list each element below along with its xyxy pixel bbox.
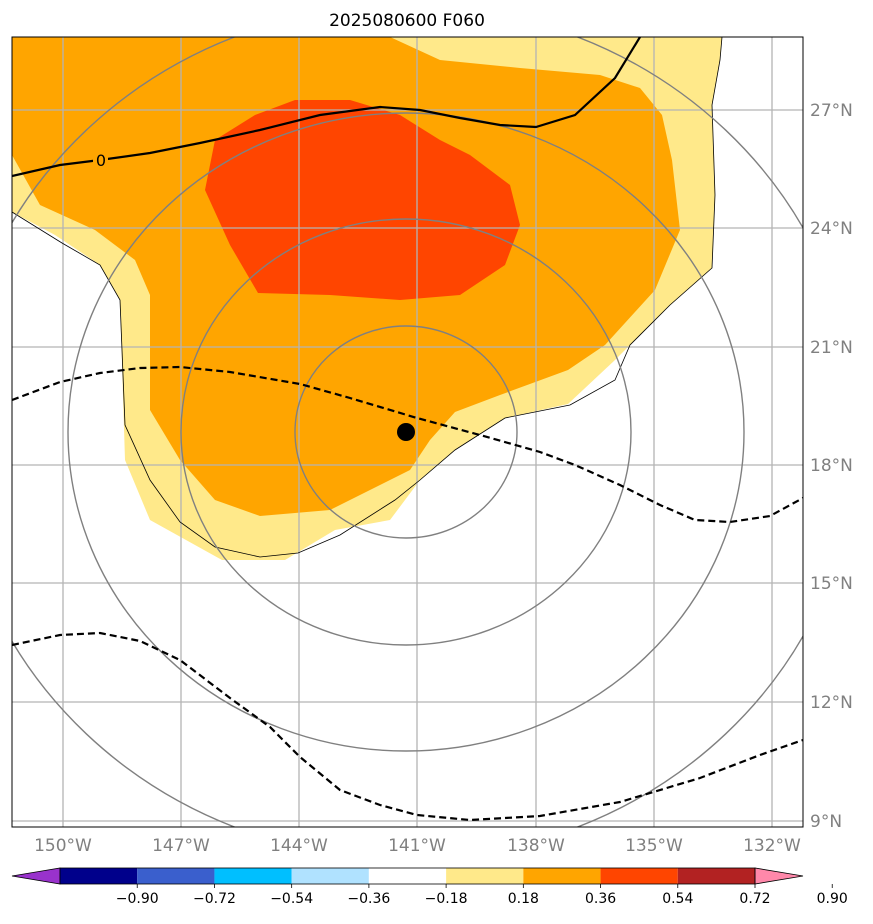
colorbar-tick-label: −0.72 bbox=[193, 891, 236, 907]
colorbar-segment bbox=[523, 868, 601, 884]
map-area: 0 bbox=[12, 37, 803, 827]
lat-label: 9°N bbox=[810, 812, 842, 832]
colorbar-extension-high bbox=[754, 867, 804, 885]
colorbar-tick-label: −0.36 bbox=[347, 891, 390, 907]
colorbar-segment bbox=[137, 868, 215, 884]
storm-center-marker bbox=[397, 423, 415, 441]
latitude-labels: 9°N 12°N 15°N 18°N 21°N 24°N 27°N bbox=[810, 101, 853, 832]
region-outline bbox=[12, 37, 723, 558]
longitude-labels: 150°W 147°W 144°W 141°W 138°W 135°W 132°… bbox=[34, 836, 801, 856]
lat-label: 21°N bbox=[810, 338, 853, 358]
colorbar-segment bbox=[368, 868, 447, 884]
range-rings bbox=[12, 37, 803, 827]
dashed-contour-upper bbox=[12, 365, 803, 524]
colorbar-tick-label: −0.90 bbox=[116, 891, 159, 907]
colorbar-tick-label: 0.54 bbox=[662, 891, 693, 907]
colorbar-segment bbox=[677, 868, 755, 884]
lon-label: 138°W bbox=[507, 836, 565, 856]
fill-region-red bbox=[205, 100, 520, 300]
lon-label: 147°W bbox=[152, 836, 210, 856]
colorbar-tick-label: 0.18 bbox=[508, 891, 539, 907]
lat-label: 18°N bbox=[810, 456, 853, 476]
colorbar-frame bbox=[59, 867, 756, 885]
contour-label-bg bbox=[93, 151, 108, 169]
dashed-contour-lower bbox=[12, 631, 803, 822]
colorbar-tick-label: −0.18 bbox=[425, 891, 468, 907]
colorbar-tick-label: 0.36 bbox=[585, 891, 616, 907]
colorbar-tick-label: 0.90 bbox=[817, 891, 848, 907]
colorbar-tick-label: 0.72 bbox=[739, 891, 770, 907]
colorbar-segment bbox=[60, 868, 138, 884]
lat-label: 24°N bbox=[810, 219, 853, 239]
colorbar: −0.90 −0.72 −0.54 −0.36 −0.18 0.18 0.36 0.54 0.7… bbox=[11, 867, 848, 907]
lon-label: 144°W bbox=[270, 836, 328, 856]
lon-label: 150°W bbox=[34, 836, 92, 856]
latitude-grid bbox=[12, 109, 803, 822]
zero-contour-label: 0 bbox=[96, 151, 106, 170]
lon-label: 135°W bbox=[625, 836, 683, 856]
map-frame bbox=[11, 36, 804, 828]
colorbar-extension-low bbox=[11, 867, 61, 885]
lon-label: 141°W bbox=[388, 836, 446, 856]
figure-title: 2025080600 F060 bbox=[329, 11, 485, 31]
colorbar-tick-label: −0.54 bbox=[270, 891, 313, 907]
lat-label: 15°N bbox=[810, 574, 853, 594]
lat-label: 27°N bbox=[810, 101, 853, 121]
colorbar-segment bbox=[446, 868, 524, 884]
colorbar-segment bbox=[214, 868, 292, 884]
zero-contour bbox=[12, 37, 641, 178]
lat-label: 12°N bbox=[810, 693, 853, 713]
colorbar-segment bbox=[600, 868, 678, 884]
colorbar-segment bbox=[291, 868, 369, 884]
lon-label: 132°W bbox=[743, 836, 801, 856]
